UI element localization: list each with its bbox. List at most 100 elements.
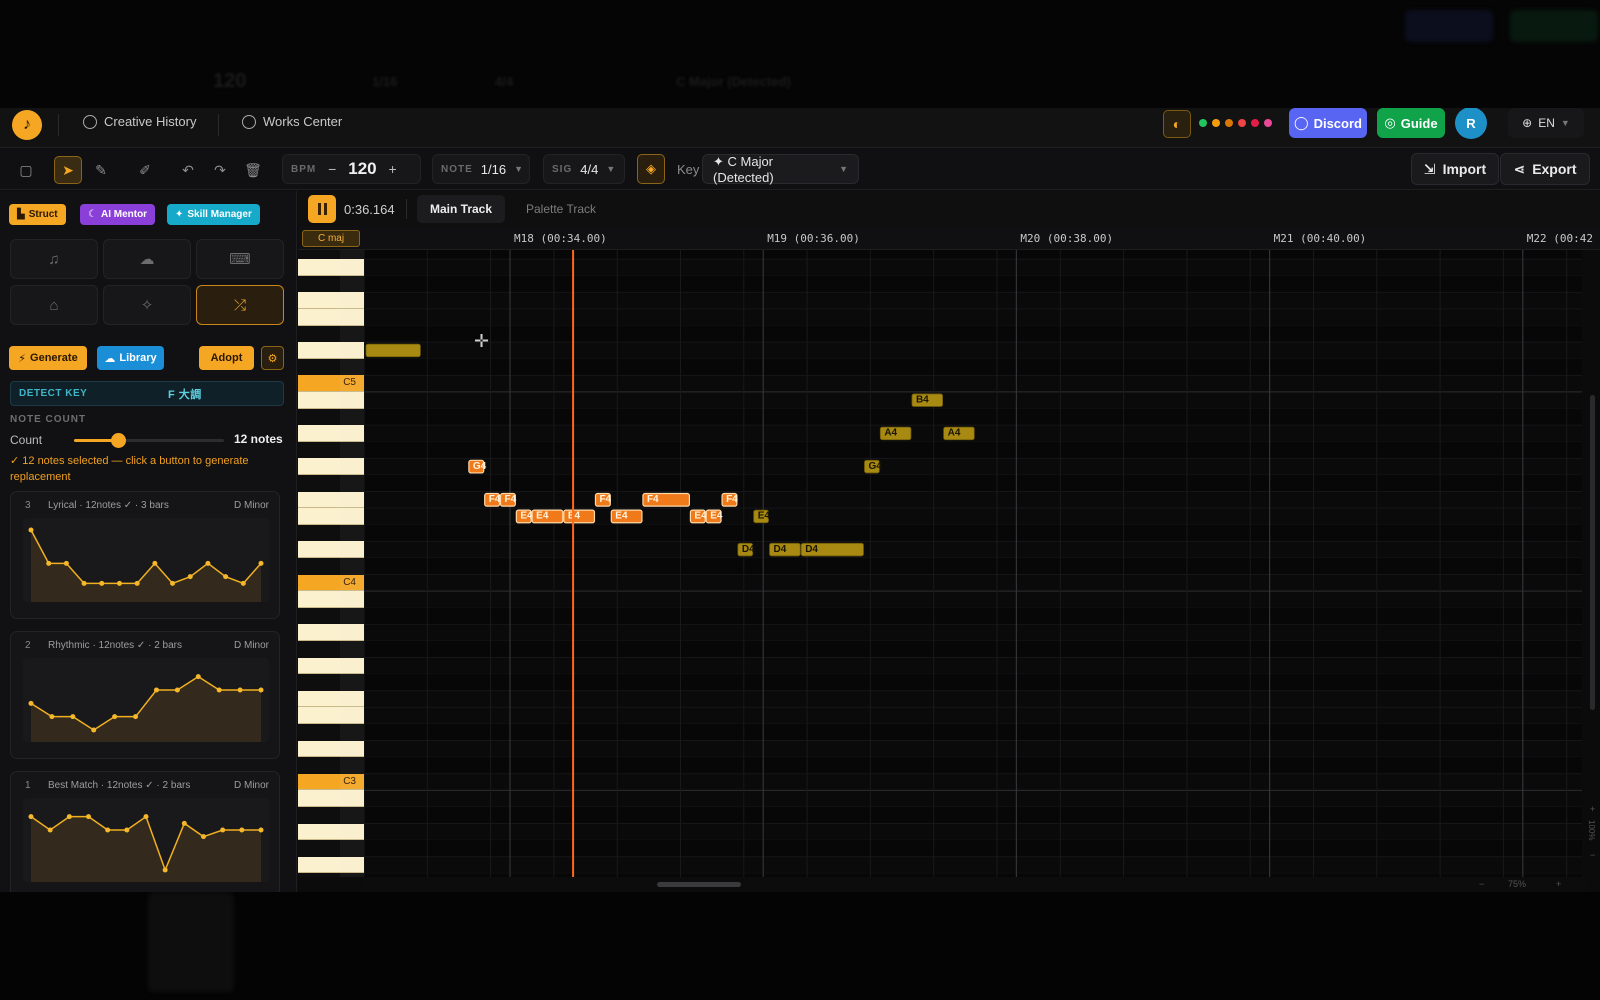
piano-white-key[interactable] xyxy=(298,790,364,807)
piano-white-key[interactable] xyxy=(298,591,364,608)
keyboard-icon[interactable]: ⌨ xyxy=(196,239,284,279)
horizontal-scrollbar[interactable]: − 75% + xyxy=(364,877,1586,892)
piano-white-key[interactable] xyxy=(298,491,364,509)
piano-black-key[interactable] xyxy=(298,408,340,426)
palette-icon[interactable]: ◐ xyxy=(1163,110,1191,138)
cloud-icon[interactable]: ☁ xyxy=(103,239,191,279)
export-button[interactable]: ⋖ Export xyxy=(1500,153,1590,185)
piano-black-key[interactable] xyxy=(298,840,340,857)
note-selected[interactable] xyxy=(610,509,643,524)
piano-keyboard[interactable]: C5 C4 C3 xyxy=(298,250,364,877)
piano-black-key[interactable] xyxy=(298,723,340,741)
note[interactable] xyxy=(769,542,801,557)
note[interactable] xyxy=(365,343,421,358)
suggestion-card[interactable]: 3 Lyrical · 12notes ✓ · 3 bars D Minor xyxy=(10,491,280,619)
logo-icon[interactable]: ♪ xyxy=(12,110,42,140)
note-selected[interactable] xyxy=(721,492,738,507)
select-tool-icon[interactable]: ➤ xyxy=(54,156,82,184)
pause-button[interactable] xyxy=(308,195,336,223)
theme-color-dot[interactable] xyxy=(1225,119,1233,127)
piano-black-key[interactable] xyxy=(298,607,340,625)
piano-white-key[interactable] xyxy=(298,690,364,708)
detect-key-bar[interactable]: DETECT KEY F 大調 xyxy=(10,381,284,406)
piano-black-key[interactable] xyxy=(298,441,340,459)
piano-black-key[interactable] xyxy=(298,250,340,260)
note[interactable] xyxy=(911,393,944,407)
bpm-value[interactable]: 120 xyxy=(348,159,377,178)
piano-white-key[interactable] xyxy=(298,391,364,409)
struct-chip[interactable]: ▙ Struct xyxy=(9,204,66,225)
piano-white-key[interactable] xyxy=(298,657,364,675)
piano-white-key[interactable] xyxy=(298,823,364,841)
vertical-scrollbar[interactable]: + 100% − xyxy=(1586,250,1600,877)
library-button[interactable]: ☁ Library xyxy=(97,346,164,370)
generate-button[interactable]: ⚡ Generate xyxy=(9,346,87,370)
trash-icon[interactable]: 🗑 xyxy=(244,161,262,178)
bpm-decrement-button[interactable]: − xyxy=(328,161,337,177)
piano-black-key[interactable] xyxy=(298,674,340,691)
note[interactable] xyxy=(753,509,769,524)
note[interactable] xyxy=(879,426,912,441)
skill-manager-chip[interactable]: ✦ Skill Manager xyxy=(167,204,260,225)
avatar[interactable]: R xyxy=(1455,108,1487,139)
settings-gear-icon[interactable]: ⚙ xyxy=(261,346,284,370)
piano-black-key[interactable] xyxy=(298,474,340,492)
piano-white-key[interactable] xyxy=(298,425,364,442)
note-selected[interactable] xyxy=(484,492,501,507)
key-select[interactable]: ✦ C Major (Detected) ▼ xyxy=(702,154,859,185)
note-select[interactable]: NOTE 1/16 ▼ xyxy=(432,154,530,184)
creative-history-link[interactable]: Creative History xyxy=(83,114,196,129)
note-selected[interactable] xyxy=(531,509,564,524)
piano-black-key[interactable] xyxy=(298,757,340,774)
piano-white-key[interactable]: C5 xyxy=(298,375,364,392)
shuffle-icon[interactable]: ⤮ xyxy=(196,285,284,325)
theme-color-dot[interactable] xyxy=(1199,119,1207,127)
note[interactable] xyxy=(737,542,754,557)
piano-white-key[interactable] xyxy=(298,458,364,475)
note-grid[interactable]: G4F4F4E4E4E4F4E4F4E4E4F4D4E4D4D4G4A4B4A4… xyxy=(364,250,1582,877)
piano-white-key[interactable] xyxy=(298,707,364,724)
note[interactable] xyxy=(864,459,880,474)
theme-color-dot[interactable] xyxy=(1212,119,1220,127)
piano-white-key[interactable] xyxy=(298,508,364,525)
piano-black-key[interactable] xyxy=(298,557,340,575)
vertical-scroll-thumb[interactable] xyxy=(1590,395,1595,710)
theme-color-dots[interactable] xyxy=(1199,119,1272,127)
works-center-link[interactable]: Works Center xyxy=(242,114,342,129)
adopt-button[interactable]: Adopt xyxy=(199,346,254,370)
note-selected[interactable] xyxy=(499,492,516,507)
music-note-icon[interactable]: ♫ xyxy=(10,239,98,279)
piano-white-key[interactable] xyxy=(298,342,364,359)
magic-icon[interactable]: ✧ xyxy=(103,285,191,325)
piano-white-key[interactable] xyxy=(298,624,364,641)
horizontal-scroll-thumb[interactable] xyxy=(657,882,741,887)
piano-white-key[interactable] xyxy=(298,308,364,326)
snap-toggle-icon[interactable]: ◈ xyxy=(637,154,665,184)
v-zoom-in[interactable]: + xyxy=(1590,804,1596,814)
piano-black-key[interactable] xyxy=(298,325,340,343)
note-selected[interactable] xyxy=(705,509,722,524)
count-slider[interactable] xyxy=(74,433,224,448)
new-file-icon[interactable]: ▢ xyxy=(19,161,33,178)
note-selected[interactable] xyxy=(689,509,706,524)
piano-white-key[interactable] xyxy=(298,541,364,558)
brush-tool-icon[interactable]: ✐ xyxy=(139,161,151,178)
store-icon[interactable]: ⌂ xyxy=(10,285,98,325)
redo-icon[interactable]: ↷ xyxy=(214,161,226,178)
piano-white-key[interactable]: C3 xyxy=(298,773,364,791)
bpm-increment-button[interactable]: + xyxy=(388,161,397,177)
tab-main-track[interactable]: Main Track xyxy=(417,195,505,223)
theme-color-dot[interactable] xyxy=(1264,119,1272,127)
piano-black-key[interactable] xyxy=(298,524,340,542)
piano-white-key[interactable] xyxy=(298,856,364,874)
h-zoom-out[interactable]: − xyxy=(1479,879,1485,889)
piano-black-key[interactable] xyxy=(298,275,340,293)
pencil-tool-icon[interactable]: ✎ xyxy=(95,161,107,178)
note-selected[interactable] xyxy=(642,492,691,507)
note-selected[interactable] xyxy=(563,509,596,524)
v-zoom-out[interactable]: − xyxy=(1590,850,1596,860)
discord-button[interactable]: ◯ Discord xyxy=(1289,108,1367,138)
note[interactable] xyxy=(800,542,864,557)
piano-white-key[interactable] xyxy=(298,740,364,758)
piano-black-key[interactable] xyxy=(298,358,340,376)
